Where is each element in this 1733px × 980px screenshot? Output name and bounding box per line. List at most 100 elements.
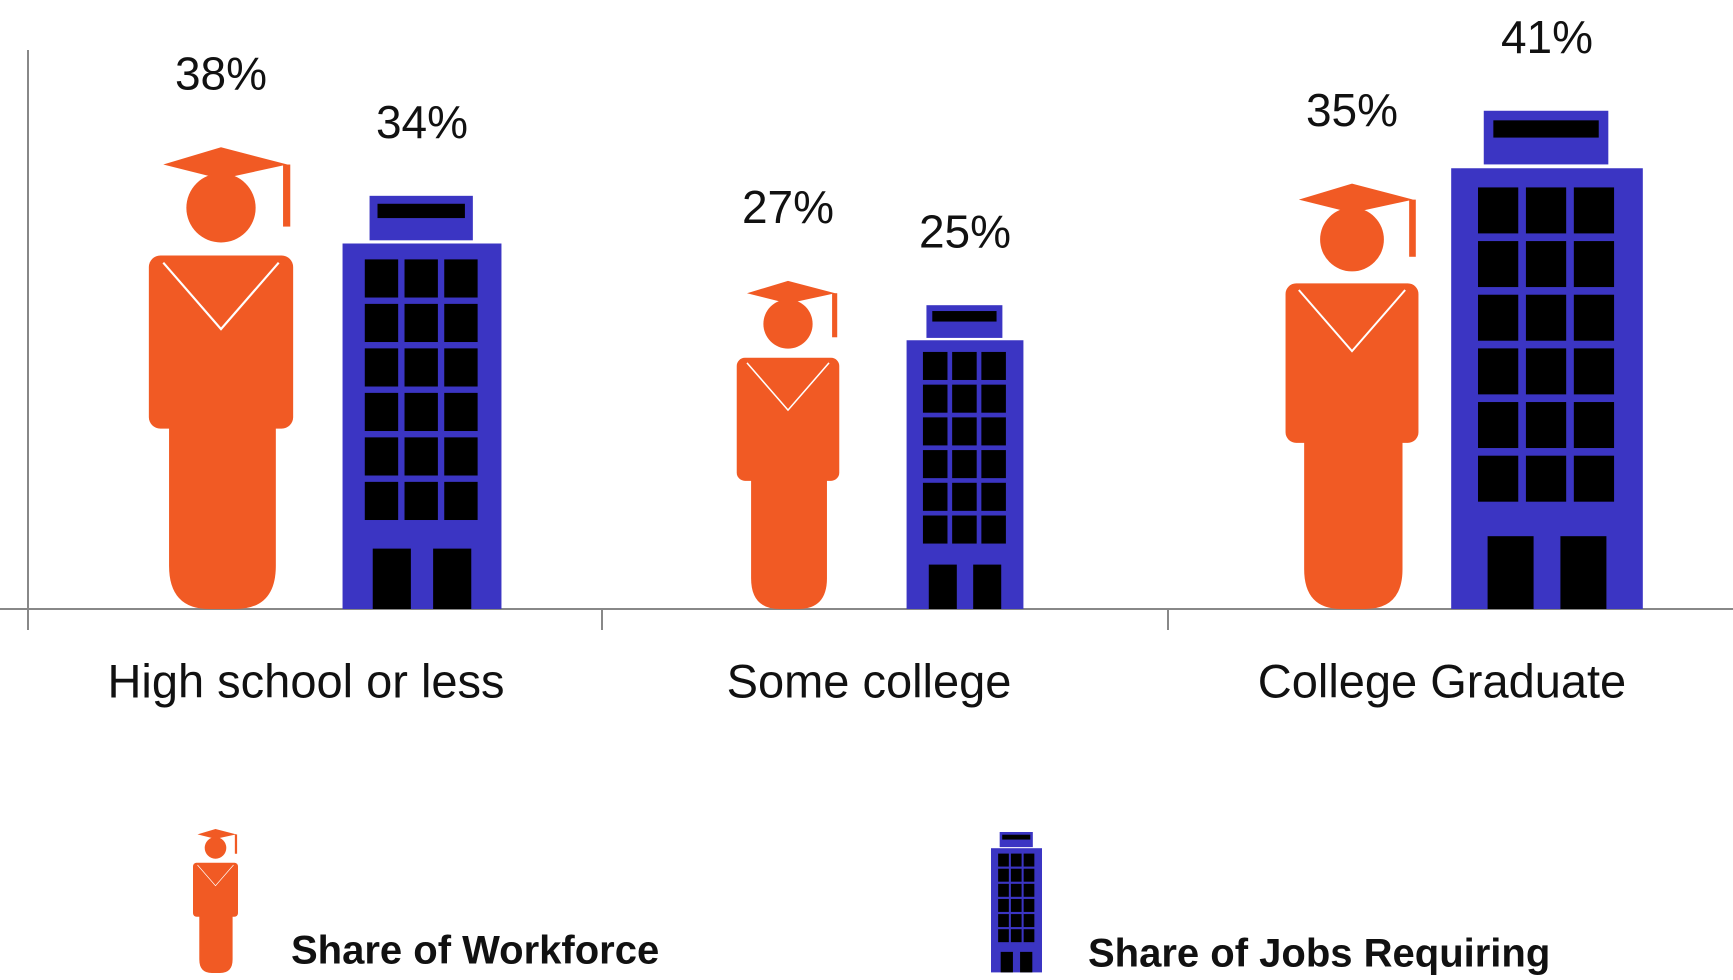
- legs: [199, 914, 233, 973]
- person-icon: [148, 147, 294, 609]
- head: [1320, 207, 1384, 272]
- window: [998, 883, 1009, 897]
- hat: [197, 829, 237, 839]
- value-label: 41%: [1501, 11, 1593, 63]
- torso: [1285, 283, 1419, 443]
- window: [1478, 294, 1519, 341]
- value-label: 25%: [919, 205, 1011, 257]
- door: [1000, 951, 1013, 973]
- roof-slot: [1493, 120, 1599, 138]
- head: [186, 173, 256, 243]
- roof-slot: [1002, 834, 1031, 840]
- window: [1023, 929, 1035, 943]
- window: [1525, 455, 1567, 502]
- window: [1010, 929, 1022, 943]
- window: [444, 392, 478, 432]
- window: [1525, 402, 1567, 449]
- torso: [736, 357, 840, 481]
- building-icon: [342, 195, 502, 609]
- person-icon: [1285, 183, 1419, 609]
- window: [998, 898, 1009, 912]
- window: [952, 450, 977, 479]
- neckline: [162, 261, 280, 331]
- window: [952, 482, 977, 511]
- window: [404, 481, 438, 521]
- window: [1023, 853, 1035, 867]
- window: [1573, 348, 1615, 395]
- legend-label: Share of Jobs Requiring: [1088, 932, 1550, 976]
- window: [1010, 914, 1022, 928]
- value-label: 38%: [175, 47, 267, 99]
- window: [952, 417, 977, 446]
- window: [1573, 187, 1615, 234]
- door: [973, 564, 1002, 609]
- window: [981, 417, 1006, 446]
- x-tick-label: High school or less: [107, 654, 504, 707]
- window: [1525, 348, 1567, 395]
- window: [1023, 868, 1035, 882]
- window: [981, 384, 1006, 413]
- window: [364, 392, 399, 432]
- window: [444, 437, 478, 476]
- window: [1023, 898, 1035, 912]
- window: [364, 481, 399, 521]
- window: [1478, 455, 1519, 502]
- window: [444, 348, 478, 387]
- window: [1573, 402, 1615, 449]
- window: [444, 481, 478, 521]
- window: [1525, 241, 1567, 288]
- value-label: 34%: [376, 96, 468, 148]
- legend-icon: [991, 832, 1042, 973]
- window: [952, 515, 977, 544]
- window: [1478, 187, 1519, 234]
- window: [1478, 241, 1519, 288]
- hat: [1298, 183, 1414, 213]
- hat: [163, 147, 288, 179]
- window: [998, 853, 1009, 867]
- tassel: [283, 164, 291, 227]
- window: [364, 259, 399, 298]
- window: [444, 303, 478, 343]
- neckline: [197, 864, 234, 887]
- building-icon: [906, 305, 1024, 609]
- door: [1020, 951, 1033, 973]
- window: [1478, 348, 1519, 395]
- door: [1560, 536, 1607, 609]
- hat: [746, 280, 836, 304]
- tassel: [234, 834, 238, 854]
- torso: [193, 862, 238, 917]
- head: [204, 837, 227, 859]
- window: [444, 259, 478, 298]
- neckline: [746, 362, 830, 412]
- torso: [148, 255, 294, 429]
- window: [1573, 294, 1615, 341]
- window: [1573, 241, 1615, 288]
- window: [952, 351, 977, 380]
- x-tick-label: College Graduate: [1258, 654, 1626, 707]
- window: [404, 437, 438, 476]
- window: [922, 417, 948, 446]
- door: [1487, 536, 1534, 609]
- window: [1525, 187, 1567, 234]
- window: [922, 450, 948, 479]
- window: [981, 450, 1006, 479]
- window: [1023, 914, 1035, 928]
- head: [763, 299, 813, 349]
- roof-slot: [377, 203, 465, 219]
- window: [1010, 853, 1022, 867]
- window: [404, 392, 438, 432]
- legend-label: Share of Workforce: [291, 929, 659, 973]
- window: [922, 351, 948, 380]
- x-tick-label: Some college: [727, 654, 1012, 707]
- roof-slot: [932, 311, 997, 322]
- neckline: [1298, 289, 1406, 353]
- tassel: [832, 293, 838, 338]
- window: [404, 348, 438, 387]
- window: [998, 868, 1009, 882]
- legs: [169, 421, 276, 609]
- window: [998, 914, 1009, 928]
- window: [998, 929, 1009, 943]
- window: [981, 482, 1006, 511]
- window: [1478, 402, 1519, 449]
